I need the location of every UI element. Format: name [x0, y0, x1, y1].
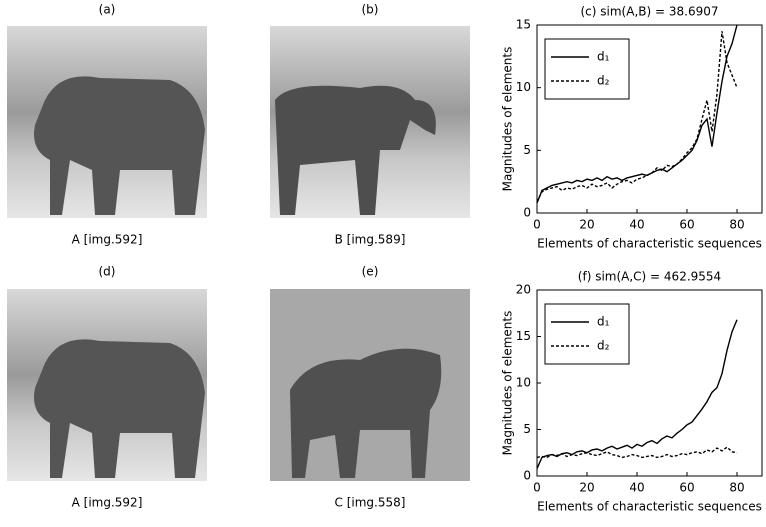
x-tick-label: 0 [533, 481, 541, 495]
x-tick-label: 80 [729, 218, 744, 232]
x-tick-label: 0 [533, 218, 541, 232]
x-axis-label: Elements of characteristic sequences [537, 237, 762, 251]
legend-label: d₂ [597, 339, 610, 353]
y-tick-label: 5 [523, 143, 531, 157]
chart-title: (c) sim(A,B) = 38.6907 [581, 5, 719, 19]
x-tick-label: 40 [629, 481, 644, 495]
legend-label: d₁ [597, 315, 610, 329]
image-b [270, 26, 470, 218]
x-tick-label: 40 [629, 218, 644, 232]
series-line [536, 319, 738, 469]
panel-label: (d) [99, 265, 116, 279]
panel-caption: A [img.592] [72, 496, 143, 510]
x-tick-label: 60 [679, 481, 694, 495]
y-tick-label: 0 [523, 206, 531, 220]
x-tick-label: 20 [579, 218, 594, 232]
x-tick-label: 60 [679, 218, 694, 232]
panel-caption: B [img.589] [335, 233, 406, 247]
series-line [536, 24, 738, 204]
y-tick-label: 15 [516, 329, 531, 343]
legend-label: d₁ [597, 50, 610, 64]
panel-caption: A [img.592] [72, 233, 143, 247]
x-tick-label: 20 [579, 481, 594, 495]
y-axis-label: Magnitudes of elements [501, 47, 515, 192]
image-e [270, 289, 470, 481]
legend-box [544, 303, 630, 365]
plot-frame [536, 24, 763, 214]
series-line [536, 446, 738, 459]
y-tick-label: 10 [516, 376, 531, 390]
x-axis-label: Elements of characteristic sequences [537, 500, 762, 514]
image-a [7, 26, 207, 218]
y-axis-label: Magnitudes of elements [501, 311, 515, 456]
panel-caption: C [img.558] [335, 496, 406, 510]
series-line [536, 31, 738, 203]
image-d [7, 289, 207, 481]
y-tick-label: 15 [516, 18, 531, 32]
panel-label: (a) [99, 3, 116, 17]
y-tick-label: 5 [523, 422, 531, 436]
x-tick-label: 80 [729, 481, 744, 495]
y-tick-label: 0 [523, 469, 531, 483]
y-tick-label: 20 [516, 283, 531, 297]
chart-title: (f) sim(A,C) = 462.9554 [578, 270, 721, 284]
panel-label: (e) [362, 265, 379, 279]
legend-label: d₂ [597, 74, 610, 88]
legend-box [544, 38, 630, 100]
panel-label: (b) [362, 3, 379, 17]
y-tick-label: 10 [516, 80, 531, 94]
